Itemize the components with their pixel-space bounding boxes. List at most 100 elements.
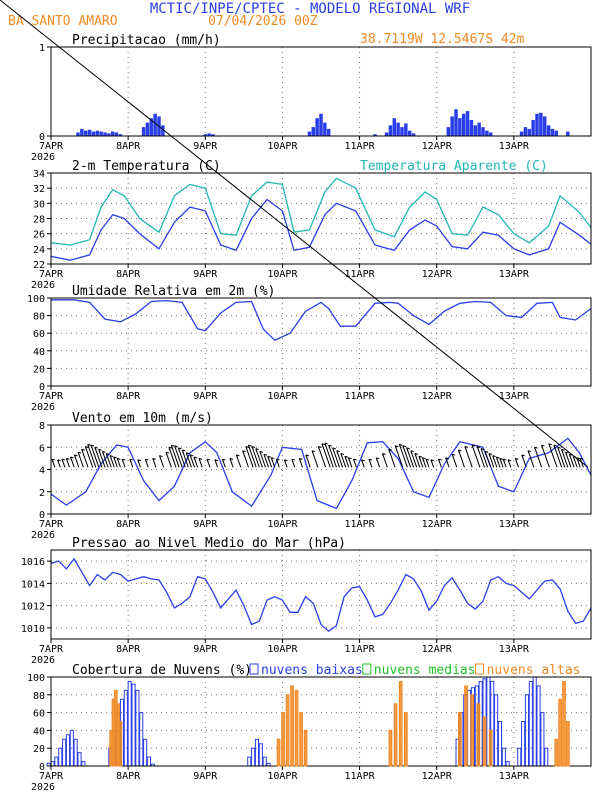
x-tick-label: 13APR — [499, 771, 530, 782]
cloud-bar-nuvens-altas — [276, 738, 281, 767]
wind-arrow — [332, 447, 340, 468]
wind-arrow-head — [414, 453, 417, 457]
x-tick-label: 9APR — [193, 519, 218, 530]
wind-arrow — [324, 442, 334, 468]
precip-bar — [211, 134, 215, 136]
precip-bar — [87, 129, 92, 136]
precip-bar — [542, 116, 547, 136]
wind-arrow-head — [94, 447, 97, 451]
cloud-bar-nuvens-altas — [482, 716, 487, 767]
wind-arrow-head — [291, 458, 294, 463]
precip-bar — [149, 118, 154, 136]
x-tick-label: 10APR — [267, 391, 298, 402]
wind-arrow — [476, 446, 486, 468]
wind-arrow-head — [336, 450, 339, 454]
x-tick-label: 11APR — [345, 644, 376, 655]
wind-arrow-head — [168, 447, 171, 451]
x-tick-label: 8APR — [116, 519, 141, 530]
y-tick-label: 100 — [27, 294, 45, 305]
x-tick-label: 7APR — [39, 771, 64, 782]
wind-arrow-head — [90, 444, 93, 449]
x-tick-label: 11APR — [345, 771, 376, 782]
cloud-bar-nuvens-altas — [290, 685, 294, 767]
precip-bar — [539, 112, 543, 136]
wind-arrow-head — [375, 457, 378, 461]
x-tick-label: 11APR — [345, 519, 376, 530]
wind-arrow — [328, 444, 337, 468]
temp-series-temperatura-aparente — [50, 177, 592, 246]
precip-frame — [50, 46, 592, 137]
wind-arrow — [168, 447, 177, 468]
precip-bar — [107, 133, 111, 136]
wind-arrow — [402, 445, 411, 468]
wind-arrow-head — [159, 455, 162, 459]
cloud-bar-nuvens-baixas — [62, 738, 67, 767]
wind-arrow-head — [340, 453, 343, 457]
y-tick-label: 80 — [33, 312, 45, 323]
x-tick-label: 12APR — [422, 771, 453, 782]
wind-arrow-head — [263, 454, 266, 458]
precip-bar — [141, 127, 146, 136]
wind-arrow-head — [51, 458, 54, 463]
wind-arrow-head — [113, 456, 116, 461]
wind-arrow-head — [305, 454, 308, 459]
wind-arrow-head — [445, 457, 448, 461]
cloud-bar-nuvens-altas — [299, 712, 303, 767]
wind-arrow-head — [70, 456, 73, 461]
y-tick-label: 32 — [33, 184, 45, 195]
wind-arrow — [245, 446, 254, 468]
wind-arrow-head — [406, 447, 409, 452]
rh-panel: 0 20 40 60 80 100 7APR 8APR 9APR 10APR 11APR 12APR 1… — [27, 284, 592, 413]
x-tick-label: 8APR — [116, 141, 141, 152]
wind-arrow-head — [382, 453, 384, 457]
y-tick-label: 0 — [39, 762, 45, 773]
precip-bar — [523, 127, 528, 136]
cloud-bar-nuvens-baixas — [143, 738, 148, 767]
wind-arrow-head — [430, 459, 433, 463]
wind-arrow-head — [499, 458, 502, 462]
wind-arrow-head — [541, 444, 544, 449]
y-tick-label: 40 — [33, 347, 45, 358]
cloud-bar-nuvens-baixas — [77, 752, 82, 767]
precip-bar — [388, 125, 393, 136]
precip-bar — [315, 118, 319, 136]
x-tick-label: 9APR — [193, 644, 218, 655]
precip-bar — [99, 131, 103, 136]
wind-arrow — [561, 449, 569, 468]
x-tick-label: 11APR — [345, 391, 376, 402]
wind-arrow-head — [568, 454, 571, 458]
precip-bar — [323, 122, 327, 136]
precip-bar — [554, 130, 559, 136]
x-year-label: 2026 — [31, 782, 55, 792]
wind-arrow-head — [548, 443, 551, 447]
y-tick-label: 1014 — [21, 579, 45, 590]
cloud-bar-nuvens-baixas — [139, 712, 144, 767]
wind-arrow — [84, 446, 94, 468]
x-tick-label: 9APR — [193, 771, 218, 782]
wind-arrow-head — [561, 449, 564, 453]
precip-bar — [114, 132, 119, 136]
rh-series-umidade — [51, 299, 592, 341]
wind-arrow-head — [198, 458, 201, 462]
wind-arrow-head — [73, 454, 76, 459]
y-tick-label: 30 — [33, 199, 45, 210]
wind-arrow — [247, 444, 257, 468]
wind-arrow-head — [235, 454, 238, 459]
y-tick-label: 4 — [39, 466, 45, 477]
y-tick-label: 6 — [39, 443, 45, 454]
x-tick-label: 11APR — [345, 269, 376, 280]
x-tick-label: 13APR — [499, 141, 530, 152]
wind-arrow-head — [514, 458, 517, 462]
wind-arrow — [251, 446, 260, 468]
y-tick-label: 1016 — [21, 557, 45, 568]
wind-arrow-head — [206, 458, 209, 463]
x-year-label: 2026 — [31, 530, 55, 541]
y-tick-label: 0 — [39, 510, 45, 521]
cloud-bar-nuvens-baixas — [73, 738, 78, 767]
y-tick-label: 1012 — [21, 602, 45, 613]
precip-bar — [392, 118, 397, 136]
wind-arrow-head — [311, 450, 314, 454]
temp-title: 2-m Temperatura (C) — [72, 159, 221, 174]
